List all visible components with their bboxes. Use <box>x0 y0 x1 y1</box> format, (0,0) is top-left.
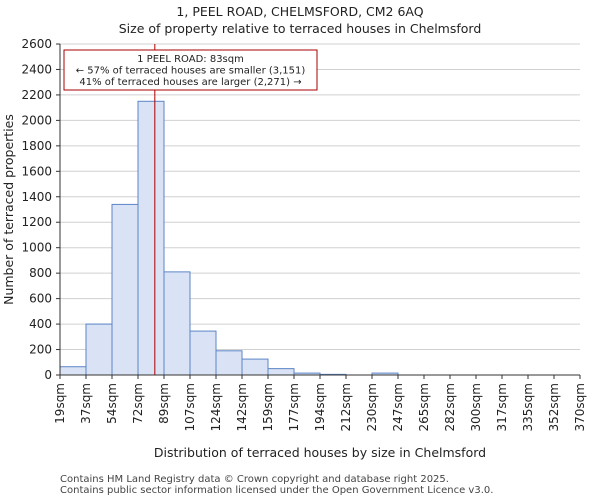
bar <box>85 323 113 376</box>
annotation-line-1: 1 PEEL ROAD: 83sqm <box>137 54 244 65</box>
bar <box>111 203 139 376</box>
y-tick-label: 0 <box>44 368 52 382</box>
bar <box>267 368 295 376</box>
x-tick-label: 230sqm <box>365 383 379 431</box>
annotation-line-3: 41% of terraced houses are larger (2,271… <box>79 77 301 88</box>
y-tick-label: 800 <box>29 266 52 280</box>
x-tick-label: 317sqm <box>495 383 509 431</box>
y-tick-label: 1800 <box>21 139 52 153</box>
chart-title: 1, PEEL ROAD, CHELMSFORD, CM2 6AQ <box>176 4 424 19</box>
y-tick-label: 2000 <box>21 113 52 127</box>
x-tick-label: 300sqm <box>469 383 483 431</box>
x-tick-label: 212sqm <box>339 383 353 431</box>
bar <box>137 100 165 376</box>
y-tick-label: 400 <box>29 317 52 331</box>
y-tick-label: 200 <box>29 343 52 357</box>
x-tick-label: 177sqm <box>287 383 301 431</box>
y-tick-label: 1600 <box>21 164 52 178</box>
x-tick-label: 54sqm <box>105 383 119 424</box>
bar <box>59 366 87 376</box>
x-tick-label: 142sqm <box>235 383 249 431</box>
bar <box>215 350 243 376</box>
x-tick-label: 124sqm <box>209 383 223 431</box>
x-tick-label: 159sqm <box>261 383 275 431</box>
bar <box>241 358 269 376</box>
x-tick-label: 19sqm <box>53 383 67 424</box>
x-tick-label: 352sqm <box>547 383 561 431</box>
y-tick-label: 1400 <box>21 190 52 204</box>
bar <box>189 330 217 376</box>
y-tick-label: 2200 <box>21 88 52 102</box>
x-tick-label: 72sqm <box>131 383 145 424</box>
x-axis-label: Distribution of terraced houses by size … <box>154 445 486 460</box>
y-tick-label: 1200 <box>21 215 52 229</box>
y-tick-label: 1000 <box>21 241 52 255</box>
annotation-line-2: ← 57% of terraced houses are smaller (3,… <box>76 66 306 77</box>
x-tick-label: 265sqm <box>417 383 431 431</box>
x-tick-label: 247sqm <box>391 383 405 431</box>
y-tick-label: 2600 <box>21 37 52 51</box>
y-axis-label: Number of terraced properties <box>1 114 16 305</box>
x-tick-label: 89sqm <box>157 383 171 424</box>
footer-line-1: Contains HM Land Registry data © Crown c… <box>60 474 449 485</box>
x-tick-label: 37sqm <box>79 383 93 424</box>
y-tick-label: 600 <box>29 292 52 306</box>
footer-line-2: Contains public sector information licen… <box>60 485 494 496</box>
bar <box>163 271 191 376</box>
y-tick-label: 2400 <box>21 62 52 76</box>
x-tick-label: 335sqm <box>521 383 535 431</box>
annotation-box <box>63 49 318 91</box>
x-tick-label: 107sqm <box>183 383 197 431</box>
x-tick-label: 194sqm <box>313 383 327 431</box>
chart-subtitle: Size of property relative to terraced ho… <box>118 21 482 36</box>
x-tick-label: 370sqm <box>573 383 587 431</box>
x-tick-label: 282sqm <box>443 383 457 431</box>
